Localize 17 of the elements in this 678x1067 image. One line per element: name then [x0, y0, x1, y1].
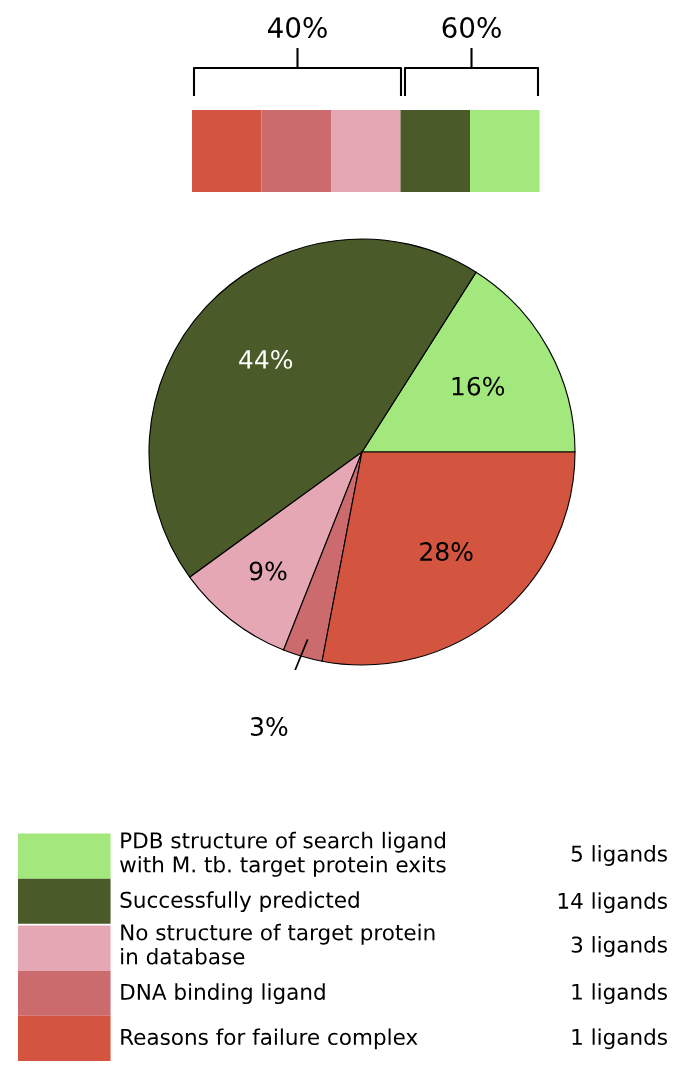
legend-label: Successfully predicted — [120, 891, 359, 913]
data-label: 44% — [239, 349, 293, 369]
text: 1 ligands — [572, 983, 667, 1005]
data-label: 16% — [452, 376, 505, 396]
text: 5 ligands — [571, 845, 667, 866]
text: 1 ligands — [572, 1028, 667, 1050]
text: 40% — [267, 17, 327, 39]
legend-label: Reasons for failure complex — [121, 1028, 418, 1050]
legend-label: No structure of target protein in database — [121, 923, 435, 965]
data-label: 3% — [250, 717, 288, 736]
data-label: 9% — [249, 561, 287, 581]
legend-label: DNA binding ligand — [121, 983, 325, 1005]
text: 60% — [442, 17, 501, 39]
text: 3 ligands — [571, 936, 667, 957]
legend-label: PDB structure of search ligand with M. tb. target protein exits — [120, 831, 446, 877]
data-label: 28% — [420, 542, 473, 562]
text: 14 ligands — [558, 892, 667, 914]
